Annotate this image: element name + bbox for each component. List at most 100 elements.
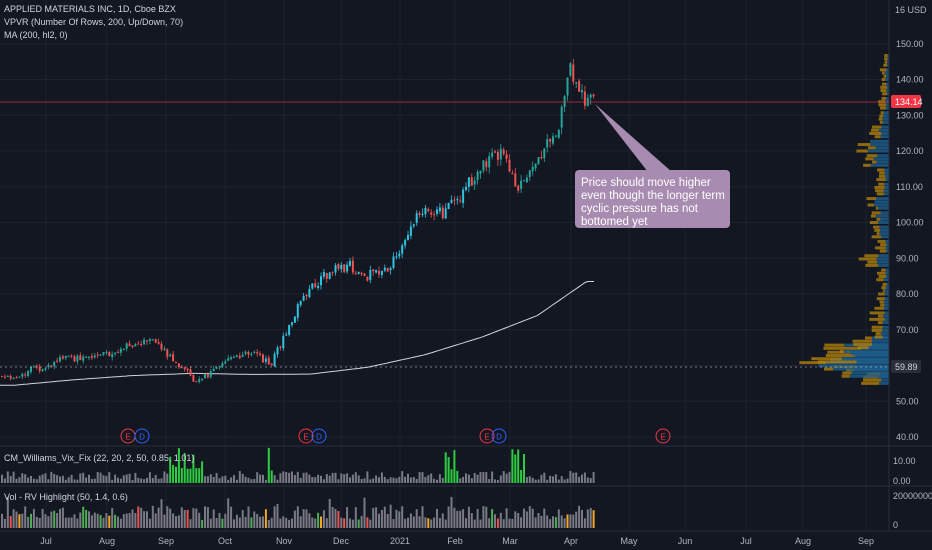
vix-fix-bar	[79, 473, 82, 483]
candle-body	[146, 340, 148, 342]
vpvr-up-bar	[880, 211, 889, 215]
vpvr-up-bar	[878, 263, 889, 267]
candle-body	[256, 352, 259, 354]
vix-fix-bar	[82, 472, 85, 483]
volume-bar	[409, 513, 412, 528]
marker-label: D	[316, 433, 322, 442]
vpvr-down-bar	[872, 160, 877, 164]
volume-bar	[496, 518, 499, 528]
candle-body	[250, 354, 253, 356]
candle-body	[102, 352, 105, 355]
vpvr-up-bar	[884, 185, 889, 189]
vpvr-up-bar	[881, 235, 889, 239]
vpvr-up-bar	[851, 371, 889, 375]
volume-bar	[73, 514, 76, 528]
candle-body	[90, 356, 93, 358]
volume-bar	[418, 516, 421, 528]
volume-bar	[67, 517, 70, 528]
vpvr-down-bar	[861, 381, 880, 385]
candle-body	[450, 199, 453, 203]
vix-fix-bar	[38, 475, 41, 483]
candle-body	[15, 377, 18, 379]
volume-bar	[192, 508, 195, 528]
vix-fix-bar	[279, 473, 282, 483]
vix-fix-bar	[331, 473, 334, 483]
vix-fix-bar	[592, 472, 595, 483]
vix-fix-bar	[537, 479, 540, 483]
volume-bar	[134, 513, 137, 528]
volume-bar	[35, 516, 38, 528]
candle-body	[183, 367, 186, 370]
vix-fix-bar	[479, 472, 482, 483]
vpvr-down-bar	[869, 311, 885, 315]
vpvr-down-bar	[884, 60, 888, 64]
volume-bar	[322, 510, 325, 528]
vpvr-up-bar	[884, 71, 889, 75]
candle-body	[354, 273, 357, 275]
candle-body	[206, 374, 209, 378]
vix-fix-bar	[444, 452, 447, 483]
vpvr-up-bar	[882, 314, 889, 318]
candle-body	[479, 170, 482, 174]
y-tick-label: 120.00	[896, 146, 924, 156]
candle-body	[285, 334, 288, 336]
last-price-label: 134.14	[895, 97, 923, 107]
vix-fix-bar	[102, 475, 105, 483]
volume-bar	[331, 507, 334, 528]
volume-bar	[230, 506, 233, 528]
volume-bar	[314, 518, 317, 528]
volume-bar	[389, 504, 392, 528]
volume-bar	[186, 509, 189, 528]
vix-fix-bar	[53, 473, 56, 483]
volume-bar	[183, 510, 186, 528]
volume-bar	[172, 513, 175, 528]
vix-fix-bar	[337, 479, 340, 483]
candle-body	[569, 63, 572, 76]
candle-body	[238, 355, 241, 358]
candle-body	[305, 294, 308, 297]
vix-fix-bar	[375, 475, 378, 483]
volume-bar	[569, 514, 572, 528]
dividend-marker	[491, 428, 507, 444]
vix-fix-bar	[322, 479, 325, 483]
candle-body	[331, 272, 334, 274]
vix-fix-bar	[427, 475, 430, 483]
volume-bar	[160, 499, 163, 528]
volume-bar	[334, 508, 337, 528]
volume-bar	[233, 519, 235, 528]
volume-bar	[227, 498, 230, 528]
vix-fix-bar	[325, 474, 328, 483]
volume-bar	[9, 516, 12, 528]
vpvr-up-bar	[876, 160, 889, 164]
vpvr-up-bar	[875, 146, 889, 150]
vpvr-up-bar	[878, 206, 889, 210]
volume-bar	[166, 506, 169, 528]
volume-bar	[21, 513, 24, 528]
volume-bar	[421, 506, 424, 528]
candle-body	[412, 224, 415, 227]
volume-bar	[267, 519, 270, 528]
vix-fix-bar	[560, 476, 563, 483]
annotation-box[interactable]	[575, 170, 730, 228]
volume-bar	[259, 516, 262, 528]
x-tick-label: Sep	[158, 536, 174, 546]
volume-bar	[589, 507, 592, 528]
candle-body	[578, 80, 581, 92]
vpvr-down-bar	[874, 246, 886, 250]
vix-fix-bar	[389, 477, 392, 483]
vpvr-down-bar	[878, 314, 883, 318]
marker-label: D	[496, 433, 502, 442]
earnings-marker	[655, 428, 671, 444]
volume-bar	[218, 512, 221, 528]
vpvr-up-bar	[884, 168, 889, 172]
volume-bar	[3, 518, 6, 528]
vix-fix-bar	[1, 474, 3, 483]
vix-fix-bar	[424, 476, 427, 483]
vpvr-down-bar	[876, 192, 884, 196]
vpvr-up-bar	[885, 274, 889, 278]
candle-body	[499, 148, 502, 160]
vix-fix-bar	[438, 474, 441, 483]
candle-body	[444, 208, 447, 219]
vix-fix-bar	[404, 476, 407, 483]
